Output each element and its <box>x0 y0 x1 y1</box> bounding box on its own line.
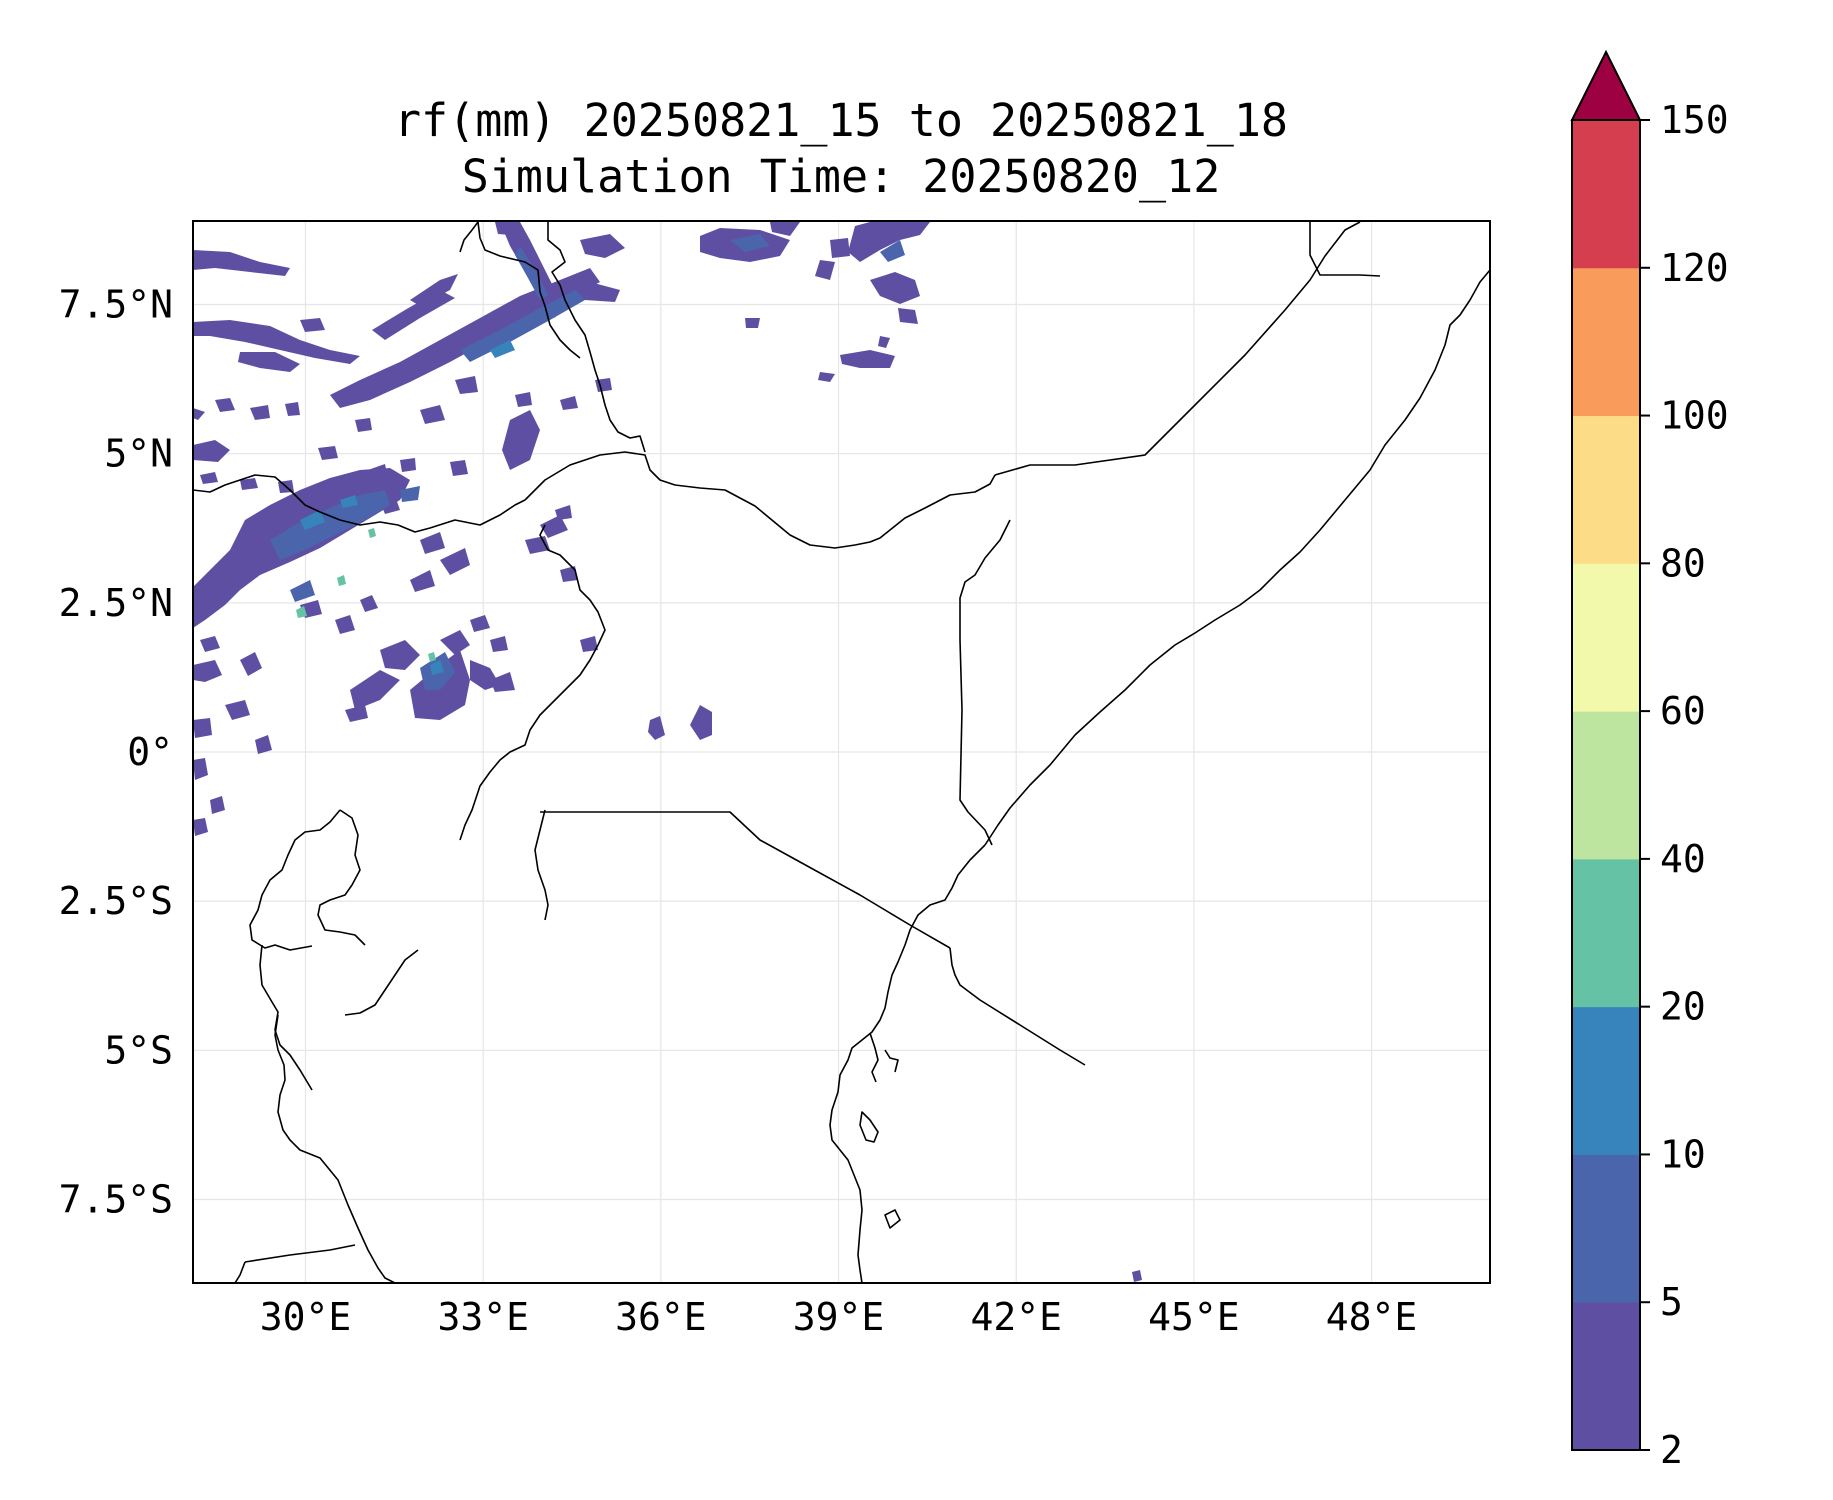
colorbar-tick-label: 80 <box>1660 541 1706 585</box>
y-tick-label: 2.5°S <box>59 879 173 923</box>
rain-band-5-10 <box>270 234 905 690</box>
map-frame <box>192 220 1491 1284</box>
colorbar-tick-label: 40 <box>1660 837 1706 881</box>
y-axis-ticks: 7.5°N 5°N 2.5°N 0° 2.5°S 5°S 7.5°S <box>59 283 173 1222</box>
colorbar-tick-label: 100 <box>1660 394 1729 438</box>
colorbar-bands <box>1572 120 1640 1451</box>
map-gridlines <box>193 221 1490 1283</box>
colorbar-band <box>1572 1302 1640 1451</box>
x-tick-label: 30°E <box>260 1295 352 1339</box>
colorbar-extend-arrow <box>1570 49 1642 121</box>
map-panel: 30°E 33°E 36°E 39°E 42°E 45°E 48°E 7.5°N 5°N 2.5… <box>59 220 1491 1339</box>
colorbar-band <box>1572 267 1640 417</box>
colorbar-band <box>1572 1154 1640 1303</box>
colorbar-frame <box>1571 119 1641 1451</box>
x-axis-ticks: 30°E 33°E 36°E 39°E 42°E 45°E 48°E <box>260 1295 1418 1339</box>
colorbar-band <box>1572 120 1640 269</box>
colorbar-ticks: 2 5 10 20 40 60 80 100 120 150 <box>1640 98 1729 1472</box>
colorbar-band <box>1572 711 1640 860</box>
colorbar-tick-label: 150 <box>1660 98 1729 142</box>
colorbar-tick-label: 2 <box>1660 1428 1683 1472</box>
x-tick-label: 48°E <box>1326 1295 1418 1339</box>
x-tick-label: 39°E <box>793 1295 885 1339</box>
colorbar-band <box>1572 563 1640 712</box>
colorbar-band <box>1572 415 1640 564</box>
rain-band-10-20 <box>300 340 515 675</box>
y-tick-label: 7.5°N <box>59 283 173 327</box>
x-tick-label: 42°E <box>970 1295 1062 1339</box>
y-tick-label: 0° <box>127 730 173 774</box>
rainfall-field <box>193 222 1142 1282</box>
colorbar-band <box>1572 858 1640 1008</box>
x-tick-label: 45°E <box>1148 1295 1240 1339</box>
figure-title-line1: rf(mm) 20250821_15 to 20250821_18 <box>394 94 1288 147</box>
colorbar-tick-label: 10 <box>1660 1132 1706 1176</box>
country-borders <box>193 221 1490 1283</box>
x-tick-label: 36°E <box>615 1295 707 1339</box>
y-tick-label: 2.5°N <box>59 581 173 625</box>
y-tick-label: 7.5°S <box>59 1177 173 1221</box>
figure-title-line2: Simulation Time: 20250820_12 <box>462 150 1221 203</box>
rain-band-20-40 <box>296 528 436 662</box>
x-tick-label: 33°E <box>437 1295 529 1339</box>
colorbar-tick-label: 60 <box>1660 689 1706 733</box>
colorbar-tick-label: 5 <box>1660 1280 1683 1324</box>
y-tick-label: 5°N <box>104 432 173 476</box>
colorbar-tick-label: 120 <box>1660 246 1729 290</box>
colorbar: 2 5 10 20 40 60 80 100 120 150 <box>1570 49 1729 1472</box>
colorbar-band <box>1572 1006 1640 1155</box>
colorbar-tick-label: 20 <box>1660 985 1706 1029</box>
y-tick-label: 5°S <box>104 1028 173 1072</box>
